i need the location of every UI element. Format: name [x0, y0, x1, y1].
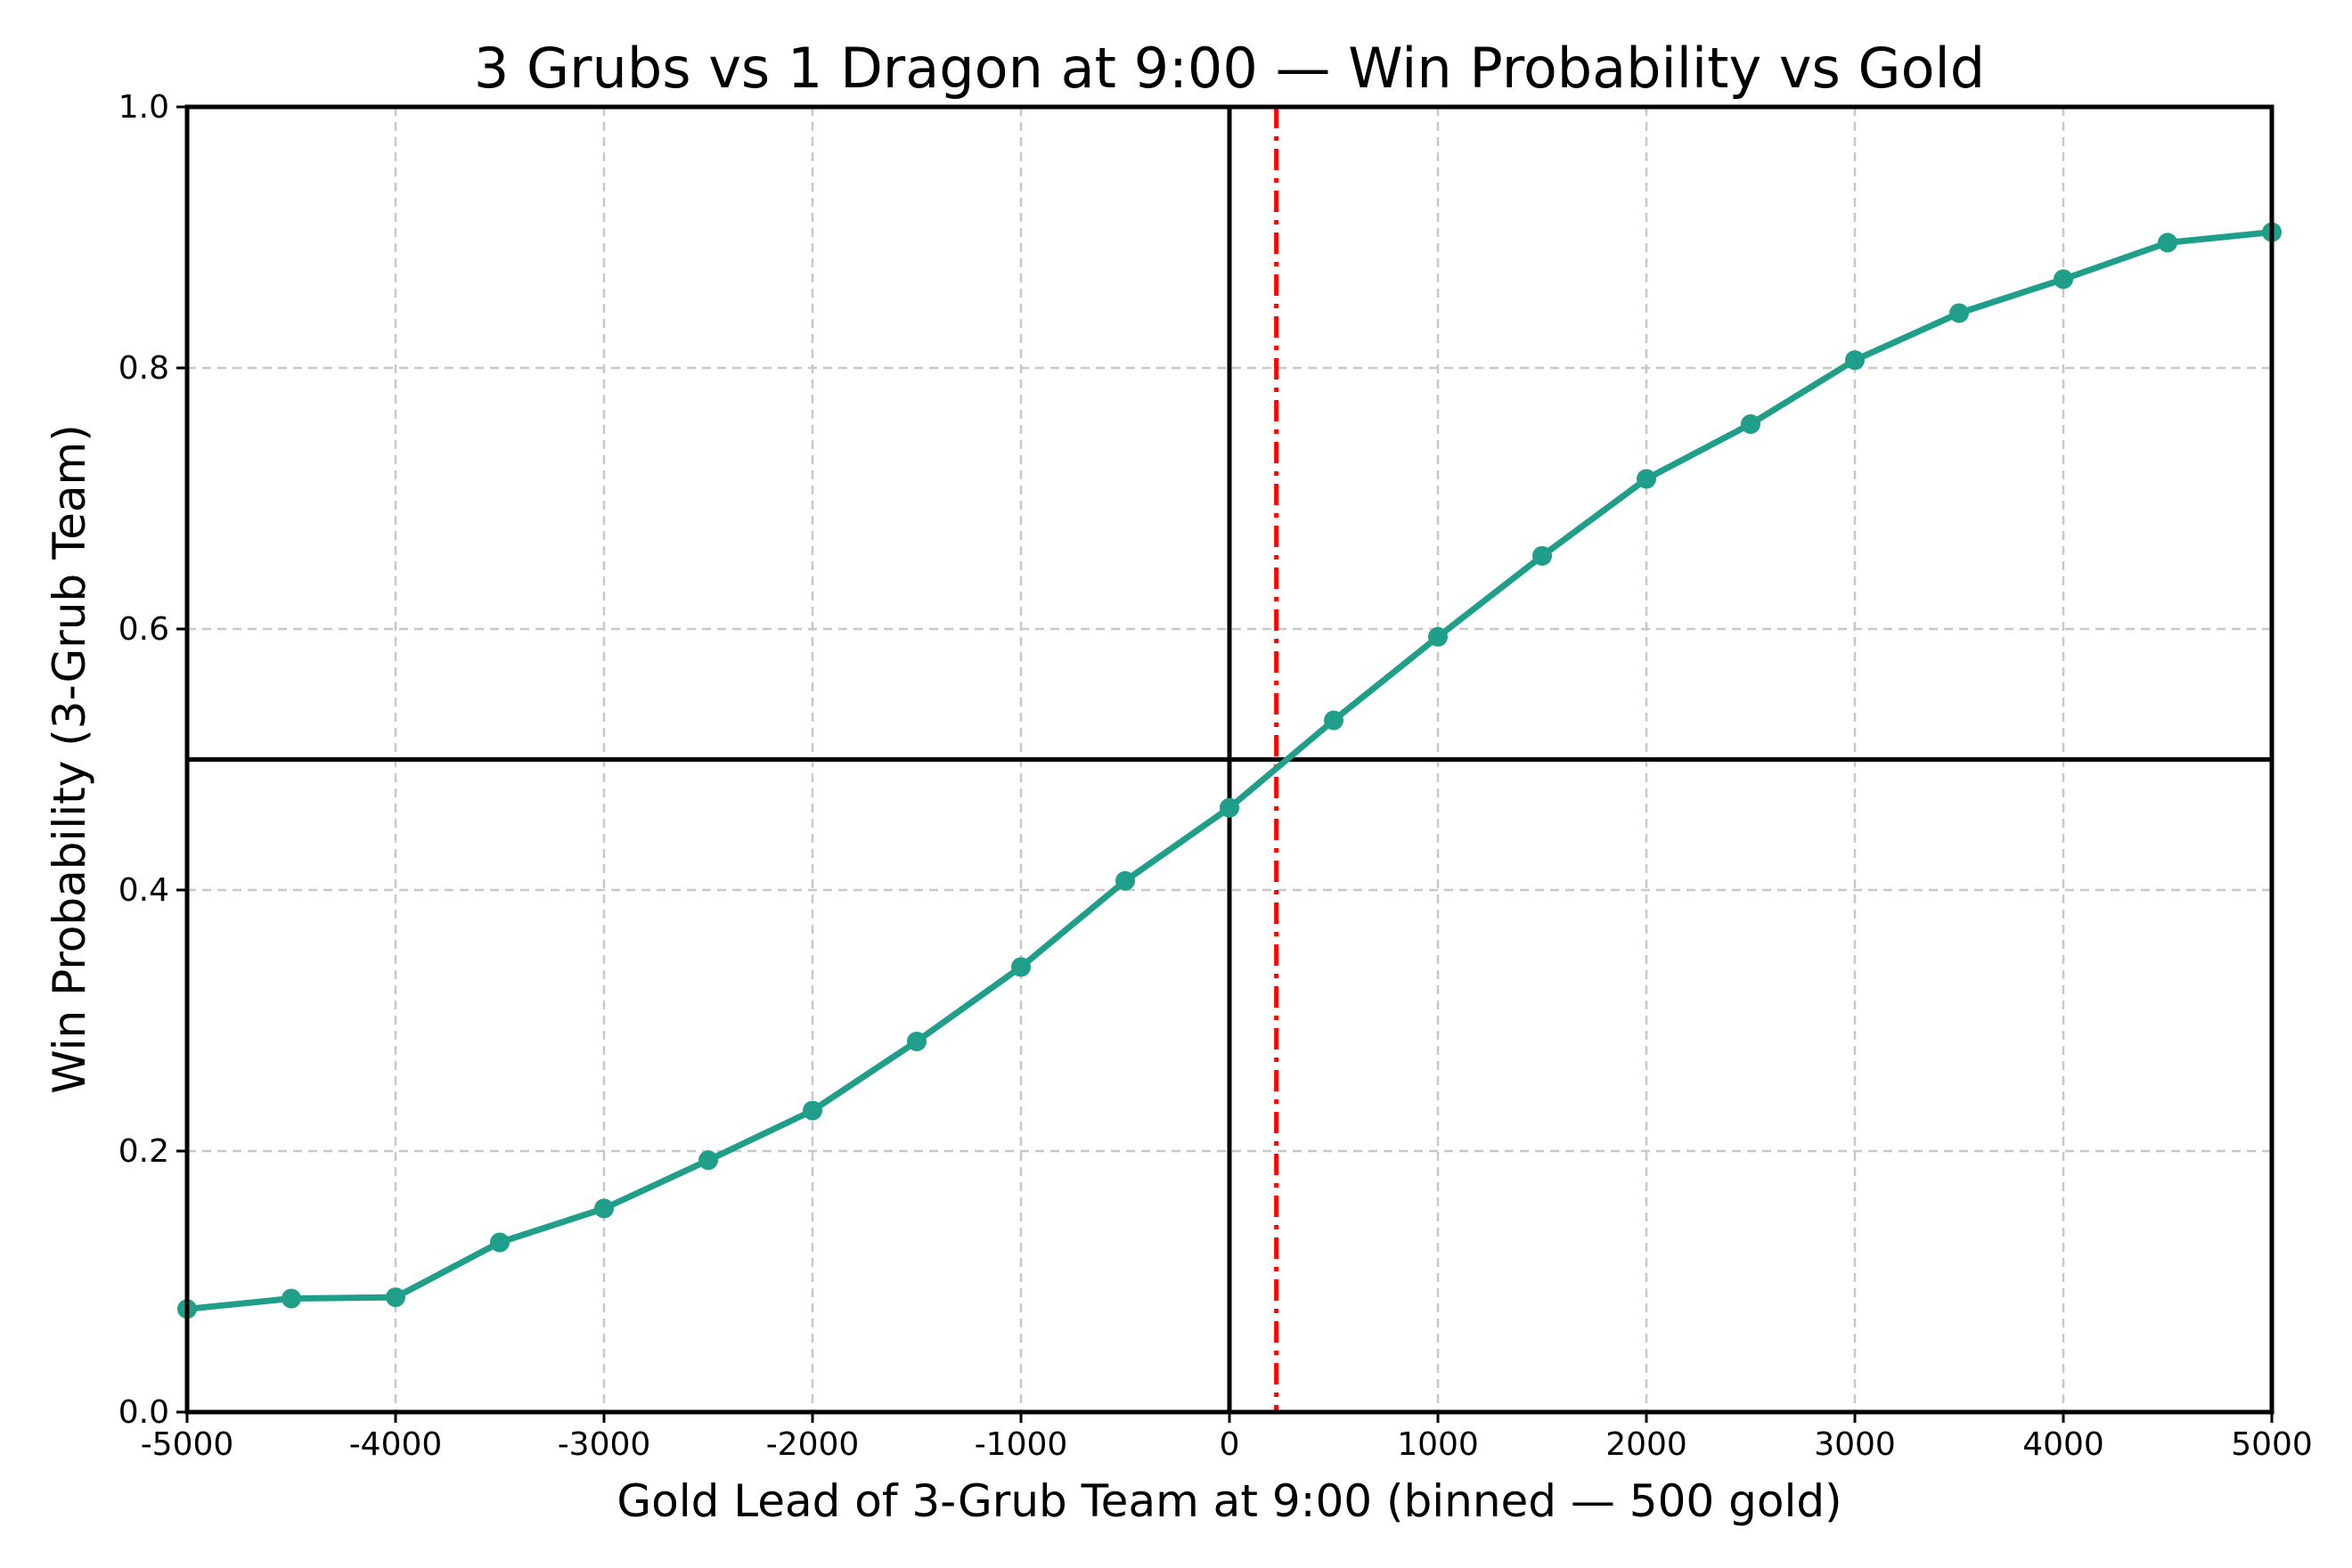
x-axis-label: Gold Lead of 3-Grub Team at 9:00 (binned…	[617, 1475, 1842, 1527]
data-point	[386, 1287, 405, 1308]
data-point	[803, 1100, 822, 1121]
y-tick-label: 1.0	[118, 89, 169, 126]
data-point	[1532, 545, 1552, 566]
x-tick-label: 1000	[1397, 1426, 1479, 1463]
data-point	[594, 1198, 614, 1219]
data-point	[1741, 413, 1760, 434]
data-point	[1115, 870, 1135, 891]
data-point	[698, 1150, 718, 1171]
y-tick-label: 0.8	[118, 350, 169, 387]
series	[177, 222, 2282, 1319]
data-point	[1637, 469, 1656, 489]
x-tick-label: 3000	[1814, 1426, 1896, 1463]
data-point	[1011, 957, 1031, 977]
data-point	[2054, 269, 2073, 290]
reference-lines	[187, 107, 2272, 1412]
x-tick-label: -5000	[141, 1426, 234, 1463]
x-tick-label: 2000	[1605, 1426, 1687, 1463]
x-tick-label: -3000	[558, 1426, 651, 1463]
data-point	[1428, 626, 1448, 647]
y-tick-label: 0.2	[118, 1133, 169, 1170]
x-tick-label: -2000	[766, 1426, 860, 1463]
x-tick-label: 4000	[2022, 1426, 2104, 1463]
x-tick-label: 5000	[2231, 1426, 2313, 1463]
y-axis-label: Win Probability (3-Grub Team)	[44, 424, 95, 1094]
data-point	[907, 1031, 927, 1051]
x-tick-label: 0	[1220, 1426, 1240, 1463]
ticks: -5000 -4000 -3000 -2000 -1000 0 1000 2000 3000 40…	[118, 89, 2313, 1463]
data-point	[1220, 797, 1239, 818]
x-tick-label: -4000	[349, 1426, 443, 1463]
y-tick-label: 0.4	[118, 872, 169, 909]
x-tick-label: -1000	[975, 1426, 1068, 1463]
y-tick-label: 0.6	[118, 611, 169, 648]
data-point	[1324, 710, 1343, 731]
data-point	[2158, 233, 2177, 253]
data-point	[490, 1232, 510, 1253]
data-point	[1845, 350, 1865, 371]
y-tick-label: 0.0	[118, 1394, 169, 1431]
data-point	[1949, 303, 1969, 323]
data-point	[282, 1288, 301, 1309]
chart-title: 3 Grubs vs 1 Dragon at 9:00 — Win Probab…	[474, 36, 1985, 101]
